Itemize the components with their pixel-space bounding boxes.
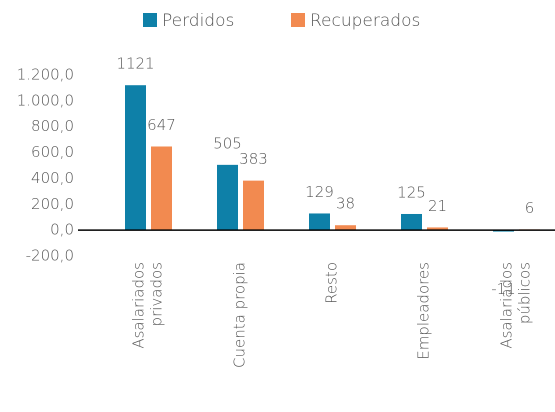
- x-tick-label-line: Resto: [323, 262, 341, 304]
- data-label: 647: [147, 116, 176, 134]
- data-label: -11: [491, 280, 516, 298]
- bar: [217, 164, 238, 231]
- x-tick-label-line: Cuenta propia: [231, 262, 249, 368]
- x-tick-label-line: Asalariados: [498, 262, 516, 349]
- y-tick-label: 1.200,0: [17, 66, 74, 84]
- x-tick-label: Empleadores: [415, 262, 433, 360]
- x-tick-label-line: públicos: [516, 262, 534, 324]
- data-label: 38: [336, 195, 355, 213]
- data-label: 383: [239, 150, 268, 168]
- data-label: 21: [428, 197, 447, 215]
- data-label: 505: [213, 134, 242, 152]
- x-tick-label: Asalariados públicos: [498, 262, 534, 349]
- y-tick-label: 1.000,0: [17, 91, 74, 109]
- y-tick-label: 0,0: [50, 221, 74, 239]
- y-tick-label: 200,0: [31, 195, 74, 213]
- data-label: 1121: [116, 55, 154, 73]
- x-tick-label: Resto: [323, 262, 341, 304]
- y-tick-label: 800,0: [31, 117, 74, 135]
- x-tick-label-line: Asalariados: [130, 262, 148, 349]
- bar: [401, 213, 422, 231]
- x-tick-label-line: Empleadores: [415, 262, 433, 360]
- legend: Perdidos Recuperados: [143, 11, 420, 31]
- data-label: 129: [305, 183, 334, 201]
- y-tick-label: 600,0: [31, 143, 74, 161]
- x-tick-label: Cuenta propia: [231, 262, 249, 368]
- bar: [335, 225, 356, 231]
- y-tick-label: -200,0: [26, 247, 74, 265]
- bar: [151, 146, 172, 231]
- x-tick-label: Asalariados privados: [130, 262, 166, 349]
- bar: [243, 180, 264, 231]
- legend-label: Recuperados: [310, 11, 420, 31]
- x-tick-label-line: privados: [148, 262, 166, 326]
- bar: [125, 85, 146, 231]
- legend-swatch: [291, 13, 305, 27]
- bar: [309, 213, 330, 231]
- y-tick-label: 400,0: [31, 169, 74, 187]
- data-label: 6: [525, 199, 535, 217]
- legend-label: Perdidos: [162, 11, 234, 31]
- bar: [427, 227, 448, 231]
- legend-swatch: [143, 13, 157, 27]
- data-label: 125: [397, 183, 426, 201]
